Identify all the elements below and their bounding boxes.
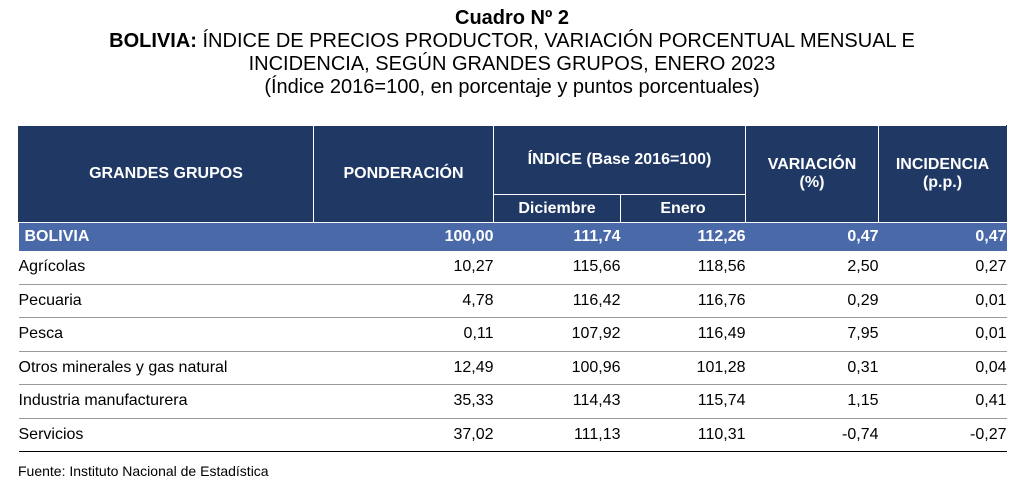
table-number: Cuadro Nº 2 [455,7,569,29]
row-incidencia: 0,41 [878,384,1007,419]
row-ponderacion: 0,11 [313,317,494,352]
row-name: Otros minerales y gas natural [18,351,314,385]
total-ponderacion: 100,00 [313,222,494,251]
table-title-line-2: INCIDENCIA, SEGÚN GRANDES GRUPOS, ENERO … [248,53,776,75]
table-row: Otros minerales y gas natural 12,49 100,… [18,351,1007,385]
table-row: Industria manufacturera 35,33 114,43 115… [18,384,1007,419]
table-row: Servicios 37,02 111,13 110,31 -0,74 -0,2… [18,418,1007,452]
row-name: Agrícolas [18,251,314,285]
row-diciembre: 111,13 [493,418,621,452]
price-index-table: GRANDES GRUPOS PONDERACIÓN ÍNDICE (Base … [18,125,1007,452]
table-row: Agrícolas 10,27 115,66 118,56 2,50 0,27 [18,251,1007,285]
row-incidencia: 0,01 [878,317,1007,352]
row-diciembre: 107,92 [493,317,621,352]
row-enero: 101,28 [620,351,746,385]
table-row: Pecuaria 4,78 116,42 116,76 0,29 0,01 [18,284,1007,318]
country-label: BOLIVIA: [109,30,197,52]
row-ponderacion: 12,49 [313,351,494,385]
row-incidencia: 0,27 [878,251,1007,285]
row-enero: 118,56 [620,251,746,285]
row-variacion: 2,50 [745,251,879,285]
total-enero: 112,26 [620,222,746,251]
row-variacion: 1,15 [745,384,879,419]
row-incidencia: -0,27 [878,418,1007,452]
table-title-block: Cuadro Nº 2 BOLIVIA: ÍNDICE DE PRECIOS P… [0,6,1024,99]
row-variacion: -0,74 [745,418,879,452]
row-incidencia: 0,04 [878,351,1007,385]
table-row: Pesca 0,11 107,92 116,49 7,95 0,01 [18,317,1007,352]
table-subtitle: (Índice 2016=100, en porcentaje y puntos… [264,76,760,98]
row-enero: 116,49 [620,317,746,352]
total-variacion: 0,47 [745,222,879,251]
row-diciembre: 116,42 [493,284,621,318]
row-name: Pesca [18,317,314,352]
header-variacion: VARIACIÓN (%) [745,125,879,223]
header-grandes-grupos: GRANDES GRUPOS [18,125,314,223]
row-ponderacion: 37,02 [313,418,494,452]
header-enero: Enero [620,194,746,223]
total-name: BOLIVIA [18,222,314,251]
row-incidencia: 0,01 [878,284,1007,318]
header-ponderacion: PONDERACIÓN [313,125,494,223]
header-indice: ÍNDICE (Base 2016=100) [493,125,746,195]
source-note: Fuente: Instituto Nacional de Estadístic… [18,463,269,479]
row-enero: 116,76 [620,284,746,318]
row-diciembre: 100,96 [493,351,621,385]
row-ponderacion: 10,27 [313,251,494,285]
header-diciembre: Diciembre [493,194,621,223]
row-ponderacion: 35,33 [313,384,494,419]
row-enero: 115,74 [620,384,746,419]
table-title-line: BOLIVIA: ÍNDICE DE PRECIOS PRODUCTOR, VA… [0,30,1024,53]
row-ponderacion: 4,78 [313,284,494,318]
total-diciembre: 111,74 [493,222,621,251]
row-name: Servicios [18,418,314,452]
total-incidencia: 0,47 [878,222,1007,251]
row-enero: 110,31 [620,418,746,452]
row-name: Pecuaria [18,284,314,318]
row-diciembre: 115,66 [493,251,621,285]
row-variacion: 0,29 [745,284,879,318]
table-title-text: ÍNDICE DE PRECIOS PRODUCTOR, VARIACIÓN P… [196,30,915,52]
row-name: Industria manufacturera [18,384,314,419]
row-variacion: 0,31 [745,351,879,385]
row-variacion: 7,95 [745,317,879,352]
header-incidencia: INCIDENCIA (p.p.) [878,125,1007,223]
total-row: BOLIVIA 100,00 111,74 112,26 0,47 0,47 [18,222,1007,251]
row-diciembre: 114,43 [493,384,621,419]
